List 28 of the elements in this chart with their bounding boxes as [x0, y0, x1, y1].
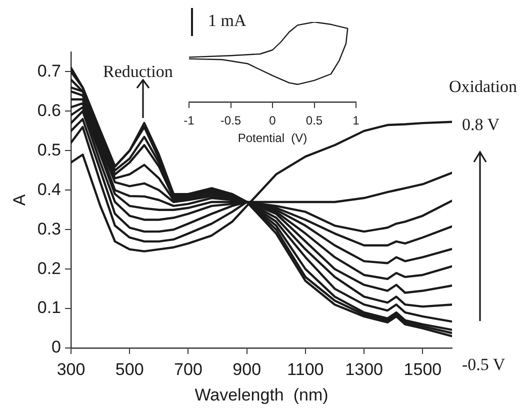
y-tick-label: 0.7 — [37, 61, 61, 80]
y-tick-label: 0.2 — [37, 258, 61, 278]
annotation: Reduction — [103, 62, 173, 81]
annotation: 1 mA — [208, 11, 246, 30]
y-axis-title: A — [10, 194, 29, 206]
x-tick-label: -0.5 — [220, 114, 242, 128]
x-tick-label: -1 — [184, 114, 195, 128]
x-tick-label: 1300 — [345, 360, 383, 379]
y-tick-label: 0.5 — [37, 140, 61, 160]
x-tick-label: 0 — [269, 114, 276, 128]
annotation: Oxidation — [449, 77, 517, 96]
y-tick-label: 0.1 — [37, 298, 61, 318]
x-tick-label: 1100 — [287, 360, 324, 379]
x-tick-label: 300 — [56, 360, 86, 379]
text: 0.8 V — [462, 115, 500, 134]
x-tick-label: 1 — [352, 114, 360, 128]
x-tick-label: 0.5 — [306, 114, 323, 128]
x-axis-title: Potential (V) — [238, 131, 308, 146]
y-tick-label: 0.4 — [37, 180, 61, 199]
y-tick-label: 0.6 — [37, 100, 61, 120]
x-tick-label: 700 — [174, 360, 202, 379]
y-tick-label: 0.3 — [37, 219, 61, 238]
text: -0.5 V — [462, 355, 506, 374]
x-tick-label: 500 — [115, 360, 144, 379]
x-tick-label: 1500 — [404, 360, 442, 379]
y-tick-label: 0 — [52, 338, 61, 357]
x-axis-title: Wavelength (nm) — [194, 385, 328, 404]
x-tick-label: 900 — [232, 360, 262, 379]
